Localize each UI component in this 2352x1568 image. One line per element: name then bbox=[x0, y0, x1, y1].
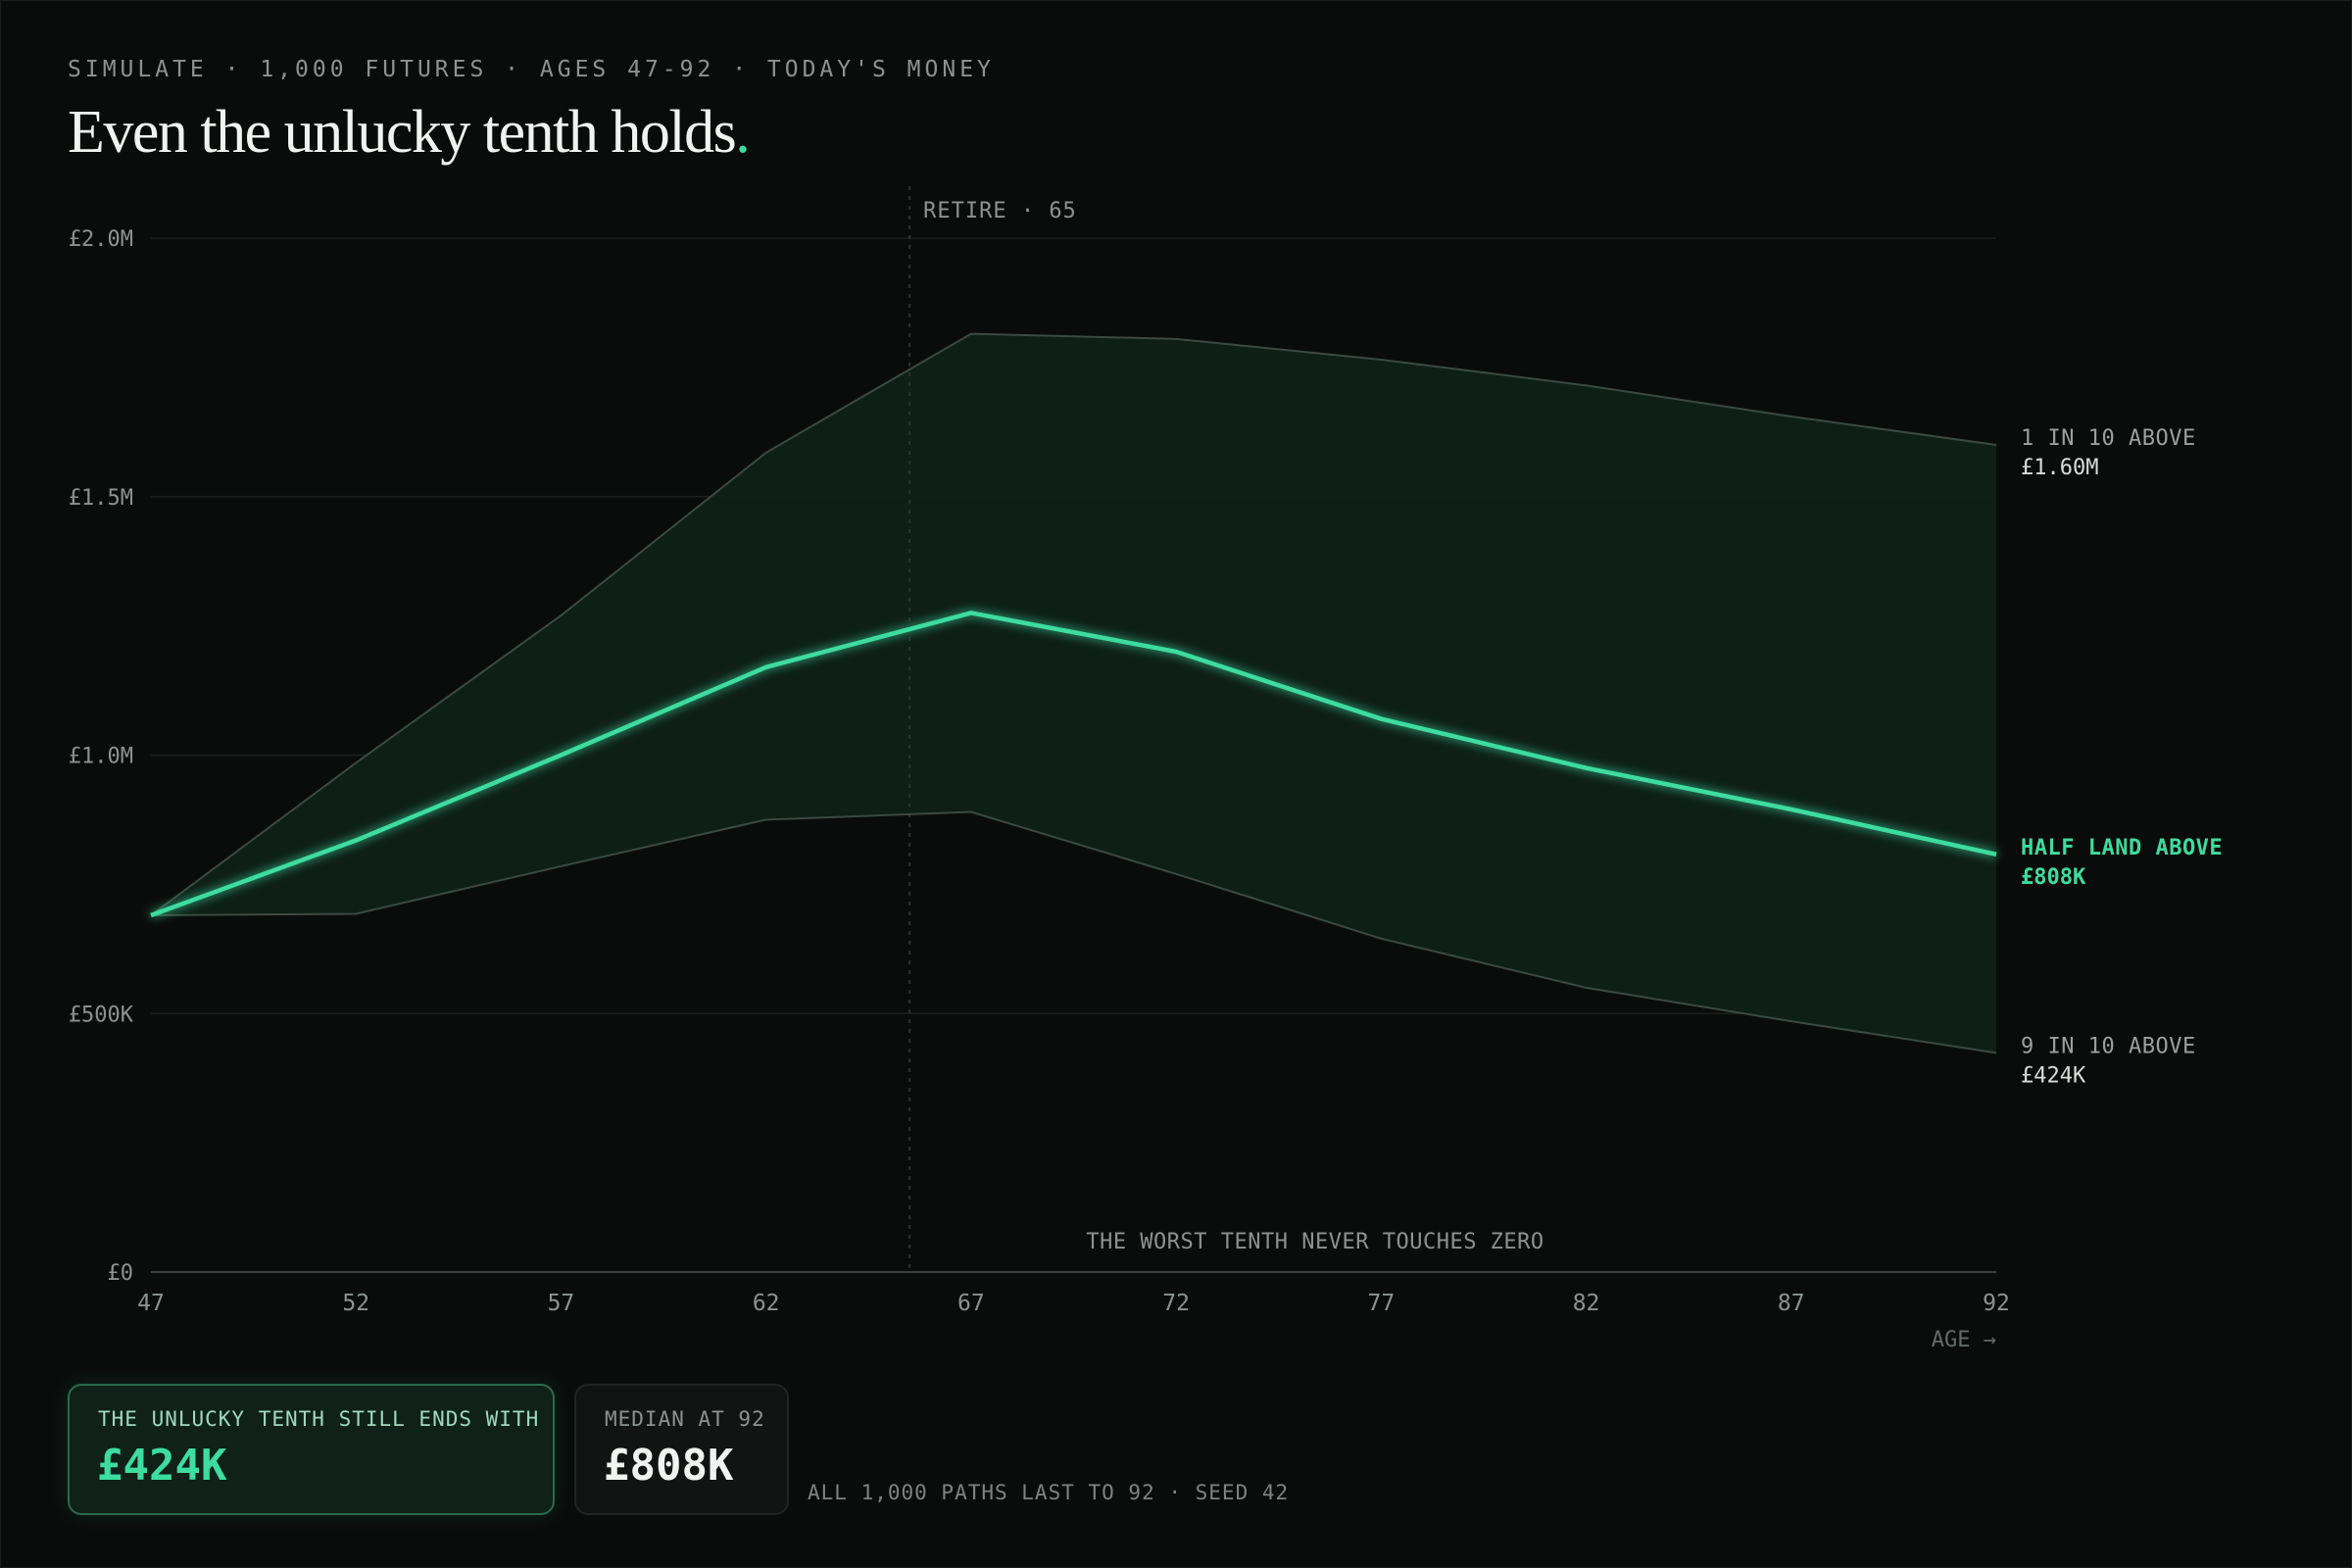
series-lines bbox=[150, 332, 1997, 1054]
p10-end-label: 9 IN 10 ABOVE bbox=[2021, 1034, 2196, 1058]
median-line bbox=[150, 611, 1997, 918]
eyebrow-text: SIMULATE · 1,000 FUTURES · AGES 47-92 · … bbox=[68, 57, 995, 82]
x-tick-label: 72 bbox=[1162, 1291, 1190, 1316]
axes: AGE → bbox=[151, 1271, 1996, 1352]
p90-end-value: £1.60M bbox=[2021, 456, 2098, 480]
unlucky-tenth-value: £424K bbox=[97, 1441, 227, 1491]
p10-end-value: £424K bbox=[2021, 1063, 2086, 1088]
x-tick-label: 62 bbox=[753, 1291, 780, 1316]
median-end-label: HALF LAND ABOVE bbox=[2021, 836, 2223, 860]
percentile-band bbox=[151, 333, 1996, 1054]
x-tick-label: 82 bbox=[1573, 1291, 1600, 1316]
page-title: Even the unlucky tenth holds. bbox=[68, 98, 751, 168]
x-tick-label: 47 bbox=[137, 1291, 165, 1316]
headline-text: Even the unlucky tenth holds bbox=[68, 99, 737, 166]
x-tick-label: 67 bbox=[957, 1291, 985, 1316]
unlucky-tenth-card: THE UNLUCKY TENTH STILL ENDS WITH £424K bbox=[68, 1384, 555, 1515]
x-tick-label: 77 bbox=[1367, 1291, 1395, 1316]
p90-end-label: 1 IN 10 ABOVE bbox=[2021, 426, 2196, 451]
y-tick-label: £500K bbox=[69, 1003, 134, 1027]
retire-label: RETIRE · 65 bbox=[923, 199, 1077, 223]
x-tick-label: 92 bbox=[1983, 1291, 2010, 1316]
x-axis-ticks: 47 52 57 62 67 72 77 82 87 92 bbox=[137, 1291, 2010, 1316]
bottom-note: THE WORST TENTH NEVER TOUCHES ZERO bbox=[1086, 1230, 1544, 1254]
footnote: ALL 1,000 PATHS LAST TO 92 · SEED 42 bbox=[808, 1481, 1290, 1504]
y-tick-label: £2.0M bbox=[69, 227, 133, 252]
x-axis-title: AGE → bbox=[1932, 1328, 1996, 1352]
headline-dot: . bbox=[735, 99, 751, 166]
unlucky-tenth-label: THE UNLUCKY TENTH STILL ENDS WITH bbox=[98, 1407, 540, 1431]
end-labels: 1 IN 10 ABOVE £1.60M HALF LAND ABOVE £808K 9… bbox=[2021, 426, 2223, 1088]
y-axis-ticks: £0 £500K £1.0M £1.5M £2.0M bbox=[69, 227, 134, 1286]
y-tick-label: £1.5M bbox=[69, 486, 133, 511]
y-tick-label: £1.0M bbox=[69, 745, 133, 769]
x-tick-label: 87 bbox=[1778, 1291, 1805, 1316]
p10-line bbox=[150, 810, 1997, 1054]
band-area bbox=[151, 333, 1996, 1054]
median-card: MEDIAN AT 92 £808K bbox=[574, 1384, 789, 1515]
y-tick-label: £0 bbox=[108, 1261, 134, 1286]
retire-marker: RETIRE · 65 bbox=[908, 186, 1077, 1272]
p90-line bbox=[150, 332, 1997, 916]
x-tick-label: 52 bbox=[342, 1291, 369, 1316]
median-end-value: £808K bbox=[2021, 865, 2086, 890]
median-label: MEDIAN AT 92 bbox=[605, 1407, 765, 1431]
x-tick-label: 57 bbox=[548, 1291, 575, 1316]
median-value: £808K bbox=[604, 1441, 734, 1491]
